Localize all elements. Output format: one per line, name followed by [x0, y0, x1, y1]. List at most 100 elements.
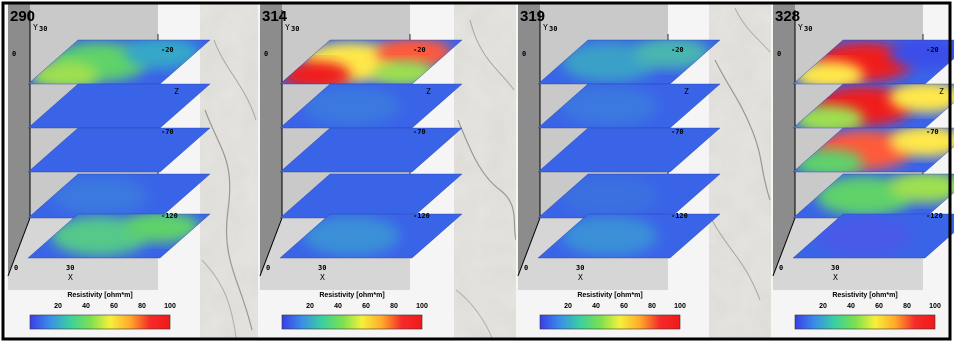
x-tick: 30 — [66, 264, 74, 272]
y-zero-tick: 0 — [522, 50, 526, 58]
slice-blobs — [303, 216, 400, 256]
slice-outline — [537, 213, 721, 259]
panel-label: 290 — [10, 8, 35, 25]
colorbar-gradient — [281, 314, 423, 330]
colorbar-tick: 60 — [875, 303, 883, 310]
x-tick: 0 — [779, 264, 783, 272]
colorbar-tick: 20 — [306, 303, 314, 310]
resistivity-blob — [376, 40, 452, 69]
colorbar-tick: 40 — [82, 303, 90, 310]
colorbar-gradient — [29, 314, 171, 330]
y-zero-tick: 0 — [777, 50, 781, 58]
depth-slice — [792, 127, 954, 173]
left-wall — [773, 4, 795, 276]
x-tick: 30 — [576, 264, 584, 272]
resistivity-blob — [889, 40, 954, 69]
z-tick: -70 — [671, 128, 684, 136]
left-wall — [518, 4, 540, 276]
slice-blobs — [795, 84, 954, 128]
slice-outline — [792, 213, 954, 259]
y-zero-tick: 0 — [12, 50, 16, 58]
depth-slice — [537, 83, 721, 129]
z-tick: -70 — [161, 128, 174, 136]
colorbar-tick: 80 — [903, 303, 911, 310]
colorbar: Resistivity [ohm*m] 20 40 60 80 100 — [794, 292, 941, 330]
resistivity-blob — [816, 176, 913, 216]
slice-outline — [279, 127, 463, 173]
slice-plane — [280, 128, 462, 172]
colorbar-tick: 60 — [362, 303, 370, 310]
slice-blobs — [816, 216, 913, 256]
y-tick: 30 — [804, 25, 812, 33]
colorbar-tick: 60 — [620, 303, 628, 310]
resistivity-blob — [795, 149, 864, 172]
x-tick: 0 — [266, 264, 270, 272]
colorbar-tick: 100 — [929, 303, 941, 310]
colorbar-tick: 80 — [138, 303, 146, 310]
colorbar: Resistivity [ohm*m] 20 40 60 80 100 — [29, 292, 176, 330]
colorbar-tick: 100 — [674, 303, 686, 310]
colorbar: Resistivity [ohm*m] 20 40 60 80 100 — [281, 292, 428, 330]
resistivity-blob — [51, 216, 148, 256]
z-tick: -70 — [926, 128, 939, 136]
x-tick: 30 — [318, 264, 326, 272]
slice-blobs — [561, 86, 658, 126]
depth-slice — [279, 127, 463, 173]
slice-blobs — [51, 214, 200, 256]
z-tick: -20 — [671, 46, 684, 54]
slice-plane — [280, 174, 462, 218]
y-tick: 30 — [39, 25, 47, 33]
y-axis-line — [517, 217, 541, 277]
resistivity-blob — [634, 40, 710, 69]
colorbar-title: Resistivity [ohm*m] — [67, 292, 132, 299]
x-axis-label: X — [320, 273, 325, 282]
depth-slice — [792, 173, 954, 219]
colorbar-gradient — [794, 314, 936, 330]
slice-blobs — [30, 40, 200, 84]
slice-outline — [27, 127, 211, 173]
left-wall — [260, 4, 282, 276]
resistivity-blob — [561, 176, 658, 216]
depth-slice — [27, 39, 211, 85]
z-tick: -20 — [161, 46, 174, 54]
slice-blobs — [561, 40, 710, 82]
slice-outline — [27, 213, 211, 259]
x-axis-label: X — [833, 273, 838, 282]
y-zero-tick: 0 — [264, 50, 268, 58]
colorbar-tick: 40 — [847, 303, 855, 310]
slice-outline — [792, 127, 954, 173]
colorbar-title: Resistivity [ohm*m] — [319, 292, 384, 299]
depth-slice — [279, 39, 463, 85]
resistivity-blob — [816, 216, 913, 256]
colorbar-title: Resistivity [ohm*m] — [577, 292, 642, 299]
colorbar-tick: 60 — [110, 303, 118, 310]
slice-blobs — [303, 86, 400, 126]
colorbar-tick: 100 — [416, 303, 428, 310]
slice-plane — [28, 128, 210, 172]
depth-slice — [537, 213, 721, 259]
resistivity-blob — [303, 86, 400, 126]
slice-blobs — [795, 128, 954, 172]
map-strips — [200, 4, 771, 339]
z-tick: -70 — [413, 128, 426, 136]
resistivity-blob — [889, 128, 954, 157]
resistivity-blob — [30, 61, 99, 84]
z-axis-label: Z — [684, 87, 689, 96]
y-axis-label: Y — [798, 23, 803, 32]
x-tick: 0 — [524, 264, 528, 272]
depth-slice — [27, 127, 211, 173]
depth-slice — [537, 39, 721, 85]
z-tick: -120 — [926, 212, 943, 220]
depth-slice — [792, 213, 954, 259]
z-tick: -20 — [926, 46, 939, 54]
resistivity-blob — [889, 84, 954, 113]
map-strip-1 — [200, 4, 258, 339]
left-wall — [8, 4, 30, 276]
colorbar-title: Resistivity [ohm*m] — [832, 292, 897, 299]
resistivity-blob — [124, 214, 200, 243]
x-tick: 30 — [831, 264, 839, 272]
depth-slice — [27, 173, 211, 219]
